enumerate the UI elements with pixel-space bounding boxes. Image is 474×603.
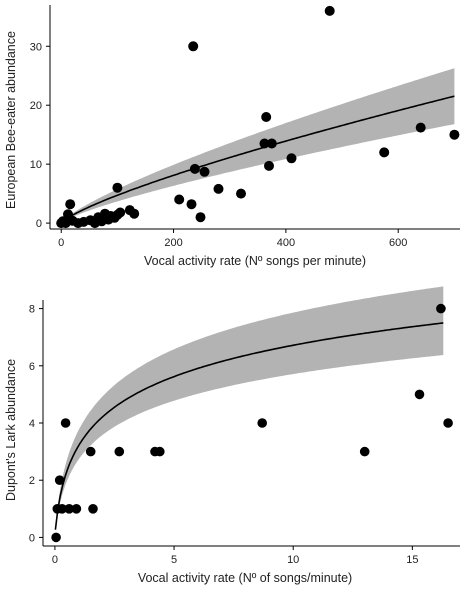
fit-line-2	[54, 322, 444, 530]
data-point	[266, 138, 277, 149]
data-point	[379, 147, 390, 158]
y-tick-label: 6	[29, 361, 35, 373]
data-point	[195, 212, 206, 223]
x-axis-ticks-1: 0 200 400 600	[58, 229, 407, 249]
data-point	[71, 504, 82, 514]
y-tick-label: 8	[29, 304, 35, 316]
data-point	[259, 138, 270, 149]
data-point	[54, 475, 65, 486]
x-tick-label: 0	[52, 554, 58, 566]
y-axis-title-2: Dupont's Lark abundance	[4, 359, 18, 501]
data-point	[129, 208, 140, 219]
data-point	[261, 112, 272, 122]
data-point	[85, 446, 96, 457]
data-point	[60, 418, 71, 428]
y-tick-label: 30	[30, 41, 42, 53]
x-tick-label: 5	[171, 554, 177, 566]
y-tick-label: 10	[30, 159, 42, 171]
data-point	[114, 446, 125, 457]
data-point	[188, 41, 199, 52]
x-tick-label: 0	[58, 237, 64, 249]
x-tick-label: 15	[406, 554, 418, 566]
data-point	[186, 199, 197, 210]
x-tick-label: 600	[389, 237, 407, 249]
data-point	[155, 446, 165, 457]
data-point	[174, 194, 185, 205]
data-point	[213, 183, 224, 194]
y-axis-ticks-2: 0 2 4 6 8	[29, 304, 43, 544]
y-tick-label: 0	[36, 218, 42, 230]
data-points-1	[56, 5, 460, 229]
x-axis-ticks-2: 0 5 10 15	[52, 546, 418, 566]
confidence-band-1	[61, 68, 455, 223]
data-point	[65, 199, 76, 210]
fit-line-1	[61, 95, 455, 223]
y-axis-title-1: European Bee-eater abundance	[4, 31, 18, 209]
data-point	[112, 182, 123, 193]
x-axis-title-2: Vocal activity rate (Nº of songs/minute)	[138, 571, 352, 585]
data-point	[443, 418, 453, 428]
data-point	[286, 153, 297, 164]
data-point	[236, 188, 246, 199]
data-point	[189, 163, 200, 174]
data-point	[264, 160, 274, 171]
fit-curve	[54, 322, 444, 530]
data-point	[436, 303, 446, 314]
x-tick-label: 10	[287, 554, 299, 566]
x-axis-title-1: Vocal activity rate (Nº songs per minute…	[144, 254, 366, 268]
y-axis-ticks-1: 0 10 20 30	[30, 41, 50, 230]
chart-panel-1: 0 200 400 600 0 10 20 30 Vocal activity rate (…	[4, 5, 460, 268]
y-tick-label: 20	[30, 100, 42, 112]
data-point	[64, 504, 74, 514]
x-tick-label: 400	[277, 237, 295, 249]
data-point	[415, 122, 426, 133]
data-point	[51, 532, 61, 543]
data-point	[199, 166, 210, 177]
y-tick-label: 2	[29, 475, 35, 487]
chart-panel-2: 0 5 10 15 0 2 4 6 8 Vocal activity rate (Nº of …	[4, 286, 460, 585]
data-point	[359, 446, 370, 457]
data-point	[57, 504, 67, 514]
y-tick-label: 4	[29, 418, 35, 430]
confidence-band-2	[55, 286, 444, 531]
data-point	[449, 129, 460, 140]
data-point	[324, 5, 335, 16]
confidence-band-area	[61, 68, 455, 223]
data-point	[257, 418, 268, 428]
data-point	[115, 207, 126, 218]
confidence-band-area	[55, 286, 444, 531]
y-tick-label: 0	[29, 532, 35, 544]
data-point	[88, 504, 98, 514]
fit-curve	[61, 95, 455, 223]
data-point	[414, 389, 425, 400]
x-tick-label: 200	[164, 237, 182, 249]
data-points-2	[51, 303, 453, 543]
